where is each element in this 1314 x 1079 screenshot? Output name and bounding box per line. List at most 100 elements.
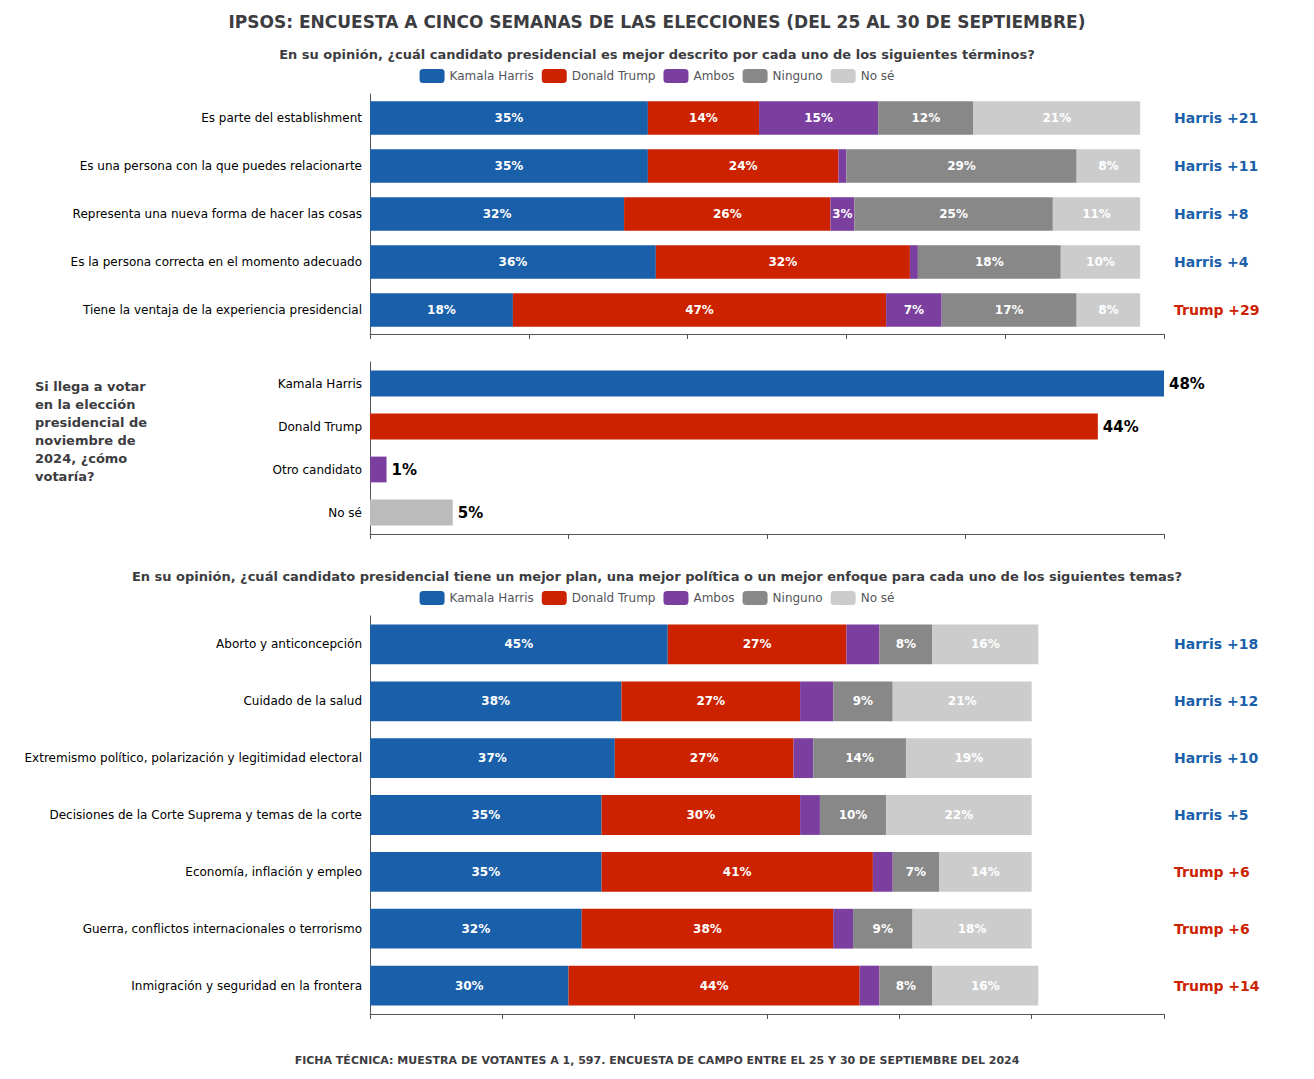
svg-text:11%: 11% xyxy=(1082,207,1111,221)
svg-text:8%: 8% xyxy=(1098,303,1118,317)
svg-text:Kamala Harris: Kamala Harris xyxy=(450,69,534,83)
svg-text:Harris +10: Harris +10 xyxy=(1174,750,1258,766)
svg-text:14%: 14% xyxy=(971,865,1000,879)
svg-text:FICHA TÉCNICA: MUESTRA DE VOTA: FICHA TÉCNICA: MUESTRA DE VOTANTES A 1, … xyxy=(295,1054,1020,1067)
svg-text:Trump +6: Trump +6 xyxy=(1174,864,1250,880)
svg-text:Otro candidato: Otro candidato xyxy=(272,463,362,477)
svg-text:Ninguno: Ninguno xyxy=(773,69,823,83)
svg-text:9%: 9% xyxy=(853,694,873,708)
svg-text:38%: 38% xyxy=(693,922,722,936)
svg-text:Aborto y anticoncepción: Aborto y anticoncepción xyxy=(216,637,362,651)
svg-text:9%: 9% xyxy=(873,922,893,936)
svg-text:Extremismo político, polarizac: Extremismo político, polarización y legi… xyxy=(25,751,362,765)
svg-text:32%: 32% xyxy=(483,207,512,221)
svg-text:10%: 10% xyxy=(1086,255,1115,269)
svg-text:Kamala Harris: Kamala Harris xyxy=(450,591,534,605)
svg-text:8%: 8% xyxy=(896,637,916,651)
svg-text:Trump +14: Trump +14 xyxy=(1174,978,1260,994)
svg-text:Harris +21: Harris +21 xyxy=(1174,110,1258,126)
svg-text:8%: 8% xyxy=(1098,159,1118,173)
svg-text:Economía, inflación y empleo: Economía, inflación y empleo xyxy=(185,865,362,879)
svg-text:21%: 21% xyxy=(1042,111,1071,125)
svg-text:En su opinión, ¿cuál candidato: En su opinión, ¿cuál candidato presidenc… xyxy=(279,47,1035,62)
svg-text:35%: 35% xyxy=(495,159,524,173)
svg-text:noviembre de: noviembre de xyxy=(35,433,136,448)
svg-text:18%: 18% xyxy=(427,303,456,317)
svg-text:16%: 16% xyxy=(971,637,1000,651)
svg-text:5%: 5% xyxy=(458,504,483,522)
svg-text:Es una persona con la que pued: Es una persona con la que puedes relacio… xyxy=(80,159,362,173)
svg-text:Cuidado de la salud: Cuidado de la salud xyxy=(243,694,362,708)
svg-text:No sé: No sé xyxy=(328,506,362,520)
svg-text:No sé: No sé xyxy=(861,69,895,83)
svg-text:30%: 30% xyxy=(455,979,484,993)
svg-text:Si llega a votar: Si llega a votar xyxy=(35,379,146,394)
svg-text:21%: 21% xyxy=(948,694,977,708)
svg-text:15%: 15% xyxy=(804,111,833,125)
svg-text:32%: 32% xyxy=(461,922,490,936)
svg-text:2024, ¿cómo: 2024, ¿cómo xyxy=(35,451,127,466)
svg-text:Ambos: Ambos xyxy=(693,591,734,605)
svg-text:36%: 36% xyxy=(499,255,528,269)
svg-text:No sé: No sé xyxy=(861,591,895,605)
svg-text:44%: 44% xyxy=(700,979,729,993)
svg-text:48%: 48% xyxy=(1169,375,1205,393)
svg-text:Es parte del establishment: Es parte del establishment xyxy=(201,111,362,125)
svg-text:Trump +6: Trump +6 xyxy=(1174,921,1250,937)
svg-text:35%: 35% xyxy=(495,111,524,125)
svg-text:41%: 41% xyxy=(723,865,752,879)
svg-text:Donald Trump: Donald Trump xyxy=(572,69,656,83)
svg-text:14%: 14% xyxy=(845,751,874,765)
svg-text:Harris +4: Harris +4 xyxy=(1174,254,1249,270)
svg-text:Decisiones de la Corte Suprema: Decisiones de la Corte Suprema y temas d… xyxy=(49,808,362,822)
svg-text:presidencial de: presidencial de xyxy=(35,415,147,430)
svg-text:Tiene la ventaja de la experie: Tiene la ventaja de la experiencia presi… xyxy=(82,303,362,317)
svg-text:27%: 27% xyxy=(696,694,725,708)
svg-text:Trump +29: Trump +29 xyxy=(1174,302,1260,318)
svg-text:25%: 25% xyxy=(939,207,968,221)
svg-text:Harris +18: Harris +18 xyxy=(1174,636,1258,652)
svg-text:votaría?: votaría? xyxy=(35,469,95,484)
svg-text:44%: 44% xyxy=(1103,418,1139,436)
svg-text:8%: 8% xyxy=(896,979,916,993)
svg-text:30%: 30% xyxy=(686,808,715,822)
svg-text:47%: 47% xyxy=(685,303,714,317)
svg-text:38%: 38% xyxy=(481,694,510,708)
svg-text:24%: 24% xyxy=(729,159,758,173)
svg-text:Ninguno: Ninguno xyxy=(773,591,823,605)
svg-text:16%: 16% xyxy=(971,979,1000,993)
svg-text:27%: 27% xyxy=(690,751,719,765)
svg-text:En su opinión, ¿cuál candidato: En su opinión, ¿cuál candidato presidenc… xyxy=(132,569,1182,584)
svg-text:1%: 1% xyxy=(392,461,417,479)
svg-text:IPSOS: ENCUESTA A CINCO SEMANA: IPSOS: ENCUESTA A CINCO SEMANAS DE LAS E… xyxy=(229,12,1086,32)
svg-text:27%: 27% xyxy=(743,637,772,651)
svg-text:18%: 18% xyxy=(975,255,1004,269)
svg-text:Kamala Harris: Kamala Harris xyxy=(278,377,362,391)
svg-text:Inmigración y seguridad en la: Inmigración y seguridad en la frontera xyxy=(131,979,362,993)
svg-text:45%: 45% xyxy=(505,637,534,651)
svg-text:Es la persona correcta en el m: Es la persona correcta en el momento ade… xyxy=(71,255,362,269)
svg-text:10%: 10% xyxy=(839,808,868,822)
svg-text:17%: 17% xyxy=(995,303,1024,317)
svg-text:12%: 12% xyxy=(911,111,940,125)
svg-text:19%: 19% xyxy=(954,751,983,765)
svg-text:Harris +5: Harris +5 xyxy=(1174,807,1248,823)
svg-text:35%: 35% xyxy=(471,808,500,822)
svg-text:22%: 22% xyxy=(945,808,974,822)
svg-text:Harris +11: Harris +11 xyxy=(1174,158,1258,174)
svg-text:Donald Trump: Donald Trump xyxy=(278,420,362,434)
svg-text:Ambos: Ambos xyxy=(693,69,734,83)
svg-text:32%: 32% xyxy=(769,255,798,269)
svg-text:Harris +12: Harris +12 xyxy=(1174,693,1258,709)
svg-text:Guerra, conflictos internacion: Guerra, conflictos internacionales o ter… xyxy=(83,922,362,936)
svg-text:18%: 18% xyxy=(958,922,987,936)
svg-text:37%: 37% xyxy=(478,751,507,765)
svg-text:14%: 14% xyxy=(689,111,718,125)
svg-text:Harris +8: Harris +8 xyxy=(1174,206,1248,222)
svg-text:35%: 35% xyxy=(471,865,500,879)
svg-text:Donald Trump: Donald Trump xyxy=(572,591,656,605)
svg-text:7%: 7% xyxy=(904,303,924,317)
svg-text:7%: 7% xyxy=(906,865,926,879)
svg-text:29%: 29% xyxy=(947,159,976,173)
svg-text:Representa una nueva forma de: Representa una nueva forma de hacer las … xyxy=(73,207,362,221)
